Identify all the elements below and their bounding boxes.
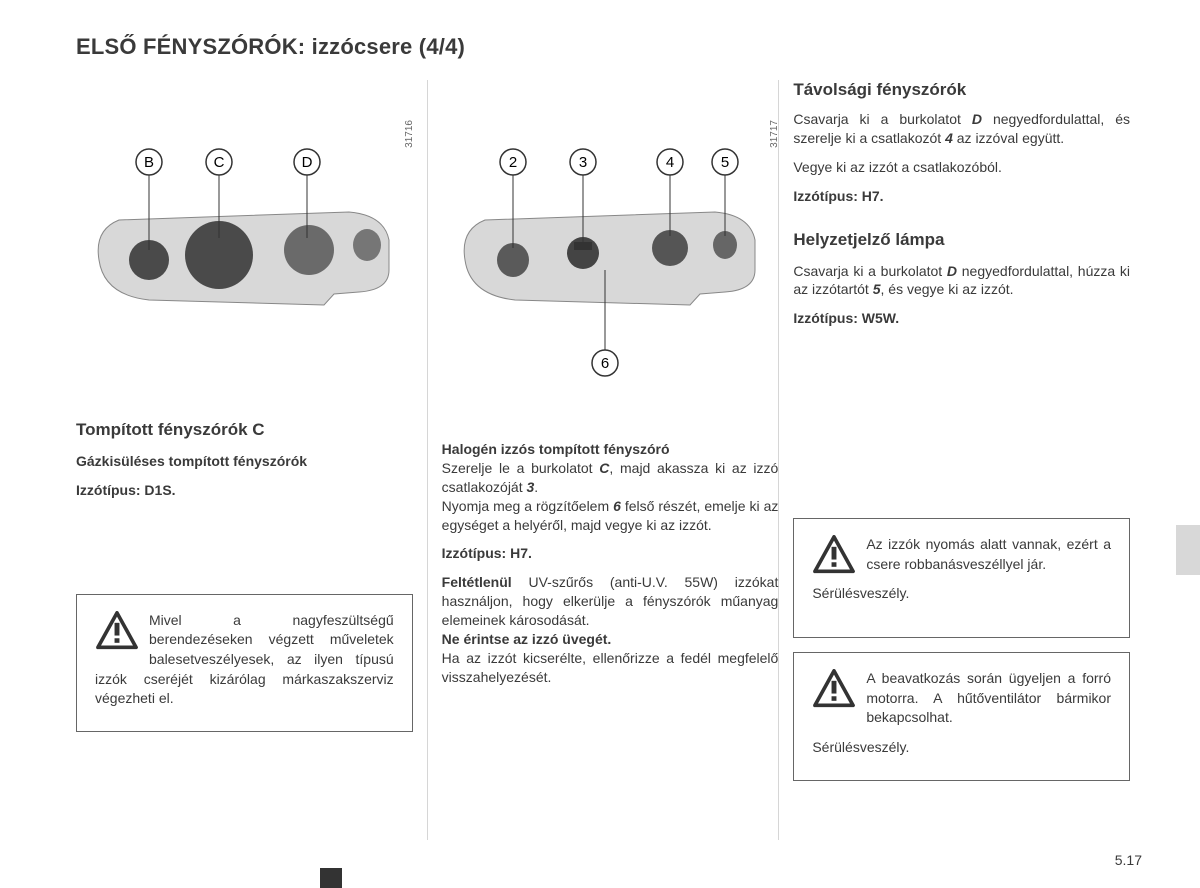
warning-icon bbox=[812, 669, 856, 709]
warning-text-hot: A beavatkozás során ügyeljen a forró mot… bbox=[812, 669, 1111, 757]
warning-icon bbox=[95, 611, 139, 651]
dipped-beam-heading: Tompított fényszórók C bbox=[76, 420, 413, 440]
warning-box-hv: Mivel a nagyfeszültségű berendezéseken v… bbox=[76, 594, 413, 732]
svg-text:B: B bbox=[144, 154, 154, 171]
warning-text-pressure: Az izzók nyomás alatt vannak, ezért a cs… bbox=[812, 535, 1111, 604]
svg-text:2: 2 bbox=[509, 154, 517, 171]
halogen-step2: Nyomja meg a rögzítőelem 6 felső részét,… bbox=[442, 497, 779, 535]
headlight-diagram-1: B C D bbox=[89, 120, 399, 350]
check-cover: Ha az izzót kicserélte, ellenőrizze a fe… bbox=[442, 649, 779, 687]
svg-text:6: 6 bbox=[601, 355, 609, 372]
footer-mark bbox=[320, 868, 342, 888]
uv-note: Feltétlenül UV-szűrős (anti-U.V. 55W) iz… bbox=[442, 573, 779, 630]
content-columns: 31716 B C bbox=[76, 80, 1144, 840]
column-1: 31716 B C bbox=[76, 80, 427, 840]
svg-text:C: C bbox=[214, 154, 225, 171]
bulb-type-h7-b: Izzótípus: H7. bbox=[793, 187, 1130, 206]
main-beam-heading: Távolsági fényszórók bbox=[793, 80, 1130, 100]
figure-1-id: 31716 bbox=[404, 120, 415, 148]
position-light-step: Csavarja ki a burkolatot D negyedfordula… bbox=[793, 262, 1130, 300]
bulb-type-w5w: Izzótípus: W5W. bbox=[793, 309, 1130, 328]
dont-touch: Ne érintse az izzó üvegét. bbox=[442, 630, 779, 649]
svg-text:D: D bbox=[302, 154, 313, 171]
halogen-step1: Szerelje le a burkolatot C, majd akassza… bbox=[442, 459, 779, 497]
column-2: 31717 2 bbox=[428, 80, 779, 840]
headlight-diagram-2: 2 3 4 5 6 bbox=[455, 120, 765, 380]
warning-box-hot: A beavatkozás során ügyeljen a forró mot… bbox=[793, 652, 1130, 780]
page-title: ELSŐ FÉNYSZÓRÓK: izzócsere (4/4) bbox=[76, 34, 1144, 60]
figure-2: 31717 2 bbox=[442, 120, 779, 390]
warning-box-pressure: Az izzók nyomás alatt vannak, ezért a cs… bbox=[793, 518, 1130, 638]
warning-text-hv: Mivel a nagyfeszültségű berendezéseken v… bbox=[95, 611, 394, 709]
position-light-heading: Helyzetjelző lámpa bbox=[793, 230, 1130, 250]
main-beam-step1: Csavarja ki a burkolatot D negyedfordula… bbox=[793, 110, 1130, 148]
svg-text:5: 5 bbox=[721, 154, 729, 171]
bulb-type-h7-a: Izzótípus: H7. bbox=[442, 544, 779, 563]
page-number: 5.17 bbox=[1115, 852, 1142, 868]
xenon-line: Gázkisüléses tompított fényszórók bbox=[76, 452, 413, 471]
halogen-heading: Halogén izzós tompított fényszóró bbox=[442, 440, 779, 459]
svg-text:3: 3 bbox=[579, 154, 587, 171]
warning-icon bbox=[812, 535, 856, 575]
side-tab bbox=[1176, 525, 1200, 575]
column-3: Távolsági fényszórók Csavarja ki a burko… bbox=[779, 80, 1144, 840]
figure-1: 31716 B C bbox=[76, 120, 413, 390]
bulb-type-d1s: Izzótípus: D1S. bbox=[76, 481, 413, 500]
svg-text:4: 4 bbox=[666, 154, 674, 171]
main-beam-step2: Vegye ki az izzót a csatlakozóból. bbox=[793, 158, 1130, 177]
